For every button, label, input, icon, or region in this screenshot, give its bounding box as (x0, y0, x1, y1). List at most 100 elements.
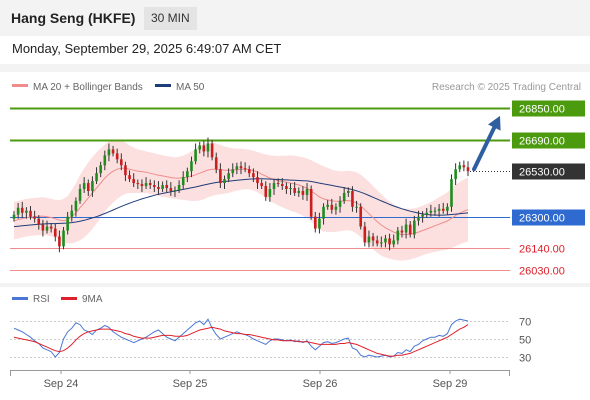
candle-body (441, 208, 445, 211)
candle (380, 236, 383, 248)
candle (111, 145, 115, 157)
candle (45, 220, 49, 234)
candle-body (437, 208, 441, 211)
candle-body (264, 186, 268, 197)
candle-body (74, 200, 78, 211)
candle (280, 178, 284, 190)
candle-body (359, 206, 362, 227)
candle (322, 203, 325, 225)
candle (384, 234, 387, 248)
candle-body (86, 183, 90, 191)
candle-body (450, 179, 453, 207)
candle-body (404, 224, 408, 233)
candle (285, 182, 288, 194)
candle-body (289, 188, 292, 190)
candle-body (132, 179, 135, 184)
candle (276, 178, 280, 188)
candle-body (219, 169, 222, 184)
candle-body (111, 149, 115, 154)
candle (272, 179, 276, 195)
candle-body (99, 165, 102, 174)
candle-body (388, 238, 391, 245)
candle-body (53, 228, 57, 237)
candle (342, 187, 346, 204)
candle (169, 182, 173, 196)
candle (326, 200, 329, 210)
candle-body (227, 173, 230, 180)
candle-body (413, 220, 416, 235)
candle-body (400, 230, 404, 233)
candle (190, 156, 193, 178)
time-axis-label-1: Sep 25 (173, 378, 208, 390)
candle (214, 152, 218, 174)
candle (53, 223, 57, 242)
candle (99, 161, 102, 178)
candle (82, 177, 86, 193)
level-tag-2 (512, 163, 585, 180)
candle-body (347, 190, 350, 193)
candle-body (384, 238, 387, 243)
candle (313, 211, 317, 233)
level-label-0: 26850.00 (519, 104, 565, 116)
ma20-legend-label: MA 20 + Bollinger Bands (33, 82, 143, 93)
candle (157, 181, 160, 195)
candle (41, 219, 45, 237)
rsi-tick-label-2: 30 (519, 353, 531, 365)
candle (124, 161, 127, 182)
level-tags: 26850.00 26690.00 26530.00 26300.00 26140.00… (512, 100, 585, 278)
candle-body (78, 189, 82, 201)
candle (78, 184, 82, 204)
candle (70, 204, 74, 222)
candle (173, 186, 177, 197)
candle-body (148, 183, 152, 186)
candle (66, 211, 69, 235)
candle (177, 180, 181, 193)
candle (305, 183, 309, 201)
candle-body (115, 153, 119, 160)
ma50-line (13, 178, 469, 228)
rsi-legend-label: RSI (33, 294, 50, 305)
candle-body (396, 230, 400, 241)
candle-body (429, 210, 433, 213)
candle-body (318, 218, 321, 229)
candle (371, 232, 375, 247)
candle (338, 196, 342, 213)
candle (392, 234, 396, 248)
candle (404, 218, 408, 239)
candle-body (210, 143, 214, 158)
time-axis-label-2: Sep 26 (303, 378, 338, 390)
ma50-legend-label: MA 50 (176, 82, 205, 93)
candle-body (243, 168, 247, 170)
candle (264, 181, 268, 201)
candle (202, 140, 206, 157)
panel-separator (0, 283, 590, 287)
candle (186, 167, 189, 183)
candle-body (82, 183, 86, 189)
candle-body (454, 169, 457, 180)
candle (33, 210, 36, 223)
candle-body (33, 216, 36, 219)
candle (388, 233, 391, 251)
candle (437, 204, 441, 217)
candle (115, 148, 119, 164)
rsi-tick-label-1: 50 (519, 335, 531, 347)
candle (148, 179, 152, 189)
candle-body (326, 204, 329, 207)
time-axis-label-0: Sep 24 (44, 378, 79, 390)
candle-body (198, 145, 202, 150)
candle-body (421, 214, 424, 217)
candle-body (355, 206, 358, 208)
candle (144, 177, 148, 189)
level-tag-0 (512, 100, 585, 117)
candle-body (458, 165, 462, 170)
timeframe-button[interactable]: 30 MIN (144, 7, 197, 30)
candle-body (165, 185, 169, 189)
candle (107, 143, 111, 162)
candle (318, 212, 321, 234)
candle (301, 186, 305, 200)
candle-body (466, 167, 470, 172)
candle-body (140, 184, 144, 187)
candle (363, 221, 367, 247)
header-bar (0, 0, 590, 36)
